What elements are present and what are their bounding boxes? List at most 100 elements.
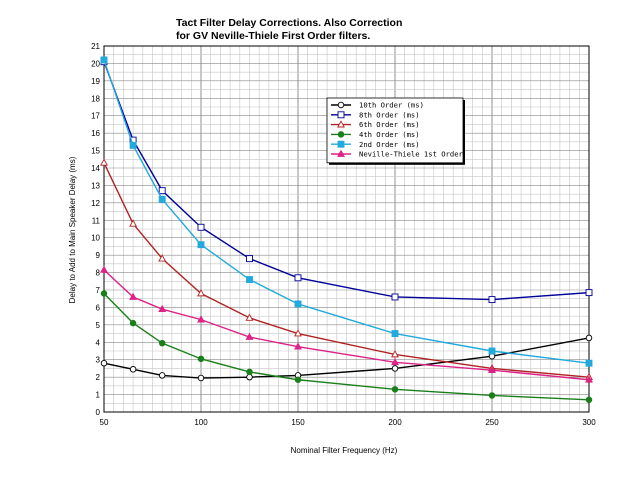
- data-point: [585, 334, 593, 342]
- y-tick-label: 14: [91, 164, 100, 173]
- data-point: [158, 339, 166, 347]
- y-tick-label: 6: [96, 303, 101, 312]
- data-point: [197, 355, 205, 363]
- legend-entry-label: Neville-Thiele 1st Order: [359, 150, 464, 159]
- data-point: [129, 219, 138, 227]
- data-point: [158, 254, 167, 262]
- y-tick-label: 16: [91, 129, 100, 138]
- data-point: [391, 386, 399, 393]
- legend-entry-label: 10th Order (ms): [359, 101, 424, 110]
- x-tick-label: 100: [194, 418, 208, 427]
- chart-title-line-1: Tact Filter Delay Corrections. Also Corr…: [176, 17, 402, 29]
- data-point: [246, 373, 253, 381]
- data-point: [246, 368, 253, 376]
- series-4: [100, 290, 593, 404]
- legend-entry-label: 8th Order (ms): [359, 110, 420, 119]
- x-tick-label: 150: [291, 418, 305, 427]
- data-point: [197, 241, 205, 249]
- legend-entry-label: 6th Order (ms): [359, 120, 420, 129]
- x-tick-label: 300: [582, 418, 596, 427]
- y-tick-label: 15: [91, 147, 100, 156]
- data-point: [294, 300, 302, 308]
- data-point: [158, 304, 167, 313]
- y-tick-label: 12: [91, 199, 100, 208]
- legend-swatch-marker: [337, 140, 345, 148]
- data-point: [197, 223, 205, 231]
- y-tick-label: 20: [91, 59, 100, 68]
- data-point: [294, 329, 302, 337]
- y-tick-label: 3: [96, 356, 101, 365]
- data-point: [246, 276, 253, 283]
- legend-entry-label: 2nd Order (ms): [359, 140, 420, 149]
- plot-frame: [103, 45, 590, 413]
- legend-swatch-marker: [337, 131, 345, 138]
- y-tick-label: 2: [96, 373, 101, 382]
- data-point: [129, 292, 138, 300]
- data-point: [294, 376, 302, 384]
- series-group: [100, 56, 593, 404]
- x-axis-label: Nominal Filter Frequency (Hz): [291, 446, 398, 455]
- data-point: [391, 357, 399, 366]
- data-point: [100, 359, 108, 367]
- series-6: [100, 265, 593, 383]
- data-point: [488, 296, 496, 304]
- series-5: [100, 56, 593, 367]
- y-tick-label: 7: [96, 286, 101, 295]
- data-point: [158, 187, 166, 195]
- y-tick-label: 21: [91, 42, 100, 51]
- data-point: [391, 365, 399, 372]
- data-point: [129, 141, 137, 149]
- x-tick-label: 200: [388, 418, 402, 427]
- data-point: [585, 396, 593, 404]
- data-point: [585, 359, 593, 367]
- data-point: [100, 56, 108, 64]
- y-tick-label: 19: [91, 77, 100, 86]
- x-tick-label: 50: [100, 418, 109, 427]
- y-tick-label: 18: [91, 94, 100, 103]
- legend-swatch-marker: [337, 111, 345, 119]
- y-tick-label: 4: [96, 338, 101, 347]
- axis-ticks: 50 100 150 200 250 30001234567891011121314151…: [91, 42, 596, 427]
- data-point: [391, 330, 399, 338]
- chart-title-line-2: for GV Neville-Thiele First Order filter…: [176, 30, 370, 42]
- legend-swatch-marker: [337, 149, 345, 157]
- y-tick-label: 10: [91, 234, 100, 243]
- data-point: [197, 374, 205, 382]
- data-point: [245, 332, 254, 340]
- data-point: [158, 372, 166, 379]
- data-point: [246, 255, 253, 263]
- data-point: [585, 289, 593, 297]
- y-tick-label: 1: [96, 391, 101, 400]
- legend-box: [326, 97, 464, 164]
- y-tick-label: 11: [92, 216, 101, 225]
- y-tick-label: 17: [91, 112, 100, 121]
- legend-entry-label: 4th Order (ms): [359, 130, 420, 139]
- data-point: [294, 274, 302, 282]
- data-point: [488, 347, 496, 355]
- data-point: [488, 365, 496, 374]
- data-point: [391, 350, 399, 358]
- data-point: [129, 366, 137, 373]
- data-point: [100, 265, 108, 273]
- data-point: [100, 158, 108, 166]
- x-tick-label: 250: [485, 418, 499, 427]
- y-axis-label: Delay to Add to Main Speaker Delay (ms): [68, 156, 77, 303]
- data-point: [488, 392, 496, 399]
- data-point: [197, 315, 205, 323]
- y-tick-label: 5: [96, 321, 101, 330]
- data-point: [294, 342, 302, 350]
- data-point: [158, 195, 166, 203]
- y-tick-label: 8: [96, 269, 101, 278]
- y-tick-label: 13: [91, 181, 100, 190]
- data-point: [245, 313, 254, 321]
- data-point: [197, 289, 205, 297]
- data-point: [585, 375, 593, 383]
- data-point: [129, 319, 137, 327]
- y-tick-label: 9: [96, 251, 101, 260]
- y-tick-label: 0: [96, 408, 101, 417]
- data-point: [391, 293, 399, 301]
- legend-swatch-marker: [337, 101, 345, 109]
- legend-swatch-marker: [337, 120, 345, 128]
- legend: 10th Order (ms)8th Order (ms)6th Order (…: [326, 97, 465, 165]
